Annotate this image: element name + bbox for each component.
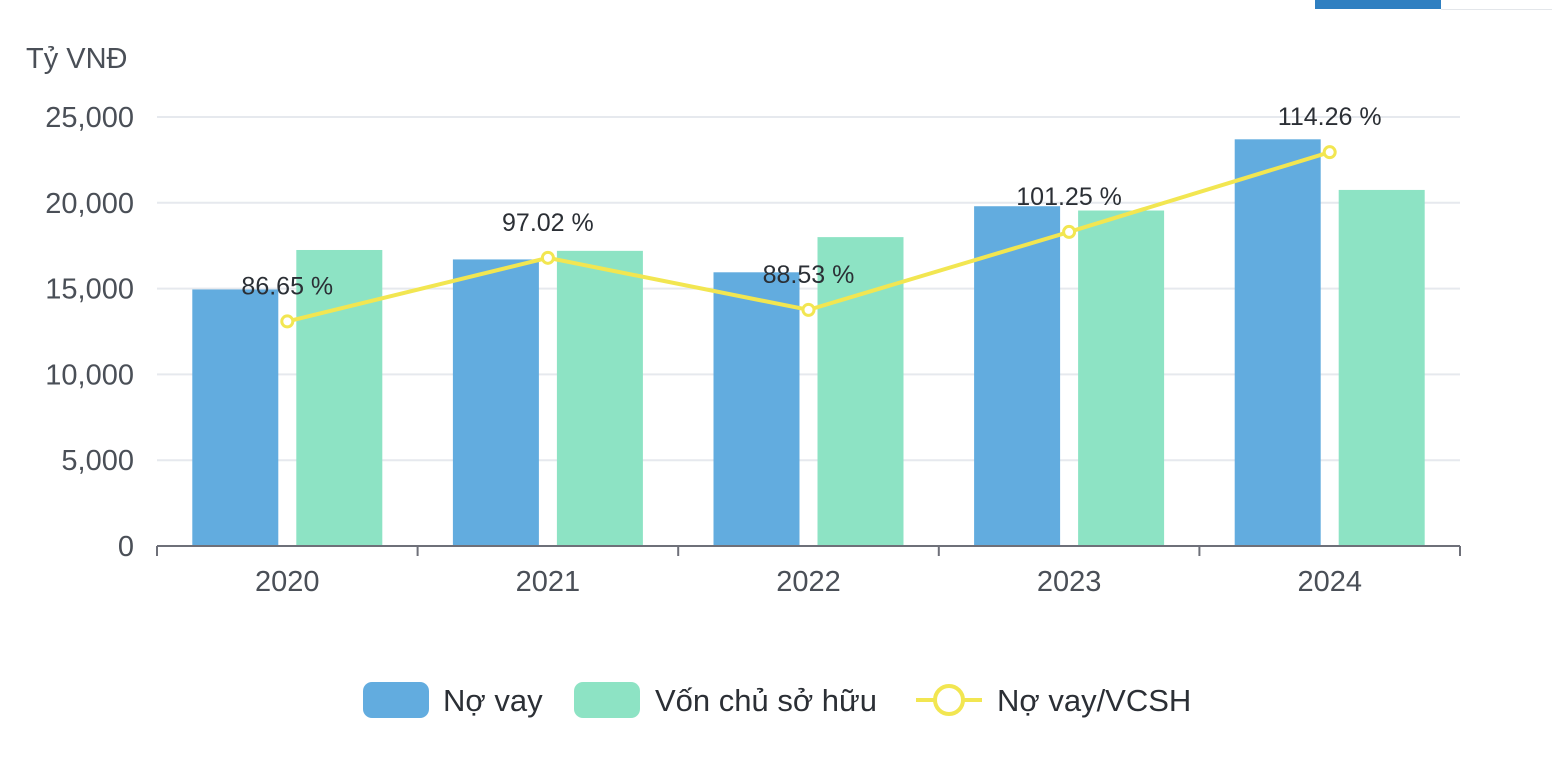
y-tick-label: 5,000 xyxy=(61,445,134,477)
legend-label-no-vay: Nợ vay xyxy=(443,683,543,718)
legend-swatch-von-chu-so-huu xyxy=(574,682,640,718)
ratio-line-series: 86.65 % 97.02 % 88.53 % 101.25 % 114.26 % xyxy=(241,103,1382,329)
bar-von-chu-so-huu-2024 xyxy=(1338,189,1425,546)
ratio-point-2024 xyxy=(1322,145,1337,160)
x-axis-ticks: 2020 2021 2022 2023 2024 xyxy=(255,566,1362,598)
chart-tab-strip xyxy=(1315,0,1552,10)
legend-swatch-no-vay xyxy=(363,682,429,718)
x-tick-label: 2020 xyxy=(255,566,320,598)
y-tick-label: 15,000 xyxy=(45,274,134,306)
x-tick-label: 2024 xyxy=(1297,566,1362,598)
bar-no-vay-2020 xyxy=(192,289,279,546)
x-tick-label: 2023 xyxy=(1037,566,1102,598)
bar-series xyxy=(192,139,1425,547)
x-tick-label: 2022 xyxy=(776,566,841,598)
y-tick-label: 0 xyxy=(118,531,134,563)
tab-inactive[interactable] xyxy=(1441,0,1552,10)
bar-von-chu-so-huu-2020 xyxy=(296,249,383,547)
x-tick-label: 2021 xyxy=(516,566,581,598)
bar-no-vay-2024 xyxy=(1234,139,1321,547)
ratio-point-2021 xyxy=(540,250,555,265)
bar-no-vay-2022 xyxy=(713,272,800,546)
ratio-point-2020 xyxy=(280,314,295,329)
y-tick-label: 10,000 xyxy=(45,359,134,391)
legend-label-von-chu-so-huu: Vốn chủ sở hữu xyxy=(655,683,877,718)
ratio-data-label-2021: 97.02 % xyxy=(502,209,594,237)
y-tick-label: 25,000 xyxy=(45,102,134,134)
ratio-point-2023 xyxy=(1062,224,1077,239)
ratio-data-label-2023: 101.25 % xyxy=(1016,183,1122,211)
ratio-line xyxy=(286,150,1331,324)
bar-no-vay-2021 xyxy=(452,259,539,546)
ratio-data-label-2020: 86.65 % xyxy=(241,272,333,300)
legend-marker-ratio xyxy=(933,684,965,716)
ratio-data-label-2022: 88.53 % xyxy=(763,261,855,289)
legend-label-ratio: Nợ vay/VCSH xyxy=(997,683,1191,718)
legend: Nợ vay Vốn chủ sở hữu Nợ vay/VCSH xyxy=(363,682,1191,718)
y-tick-label: 20,000 xyxy=(45,188,134,220)
bar-no-vay-2023 xyxy=(974,206,1061,546)
ratio-data-label-2024: 114.26 % xyxy=(1278,103,1382,131)
y-axis-ticks: 0 5,000 10,000 15,000 20,000 25,000 xyxy=(45,102,134,563)
tab-active[interactable] xyxy=(1315,0,1441,9)
bar-von-chu-so-huu-2021 xyxy=(556,250,643,546)
y-axis-unit-label: Tỷ VNĐ xyxy=(26,43,128,75)
ratio-point-2022 xyxy=(801,302,816,317)
x-axis xyxy=(156,545,1461,556)
bar-von-chu-so-huu-2023 xyxy=(1078,210,1165,546)
bar-von-chu-so-huu-2022 xyxy=(817,237,904,546)
